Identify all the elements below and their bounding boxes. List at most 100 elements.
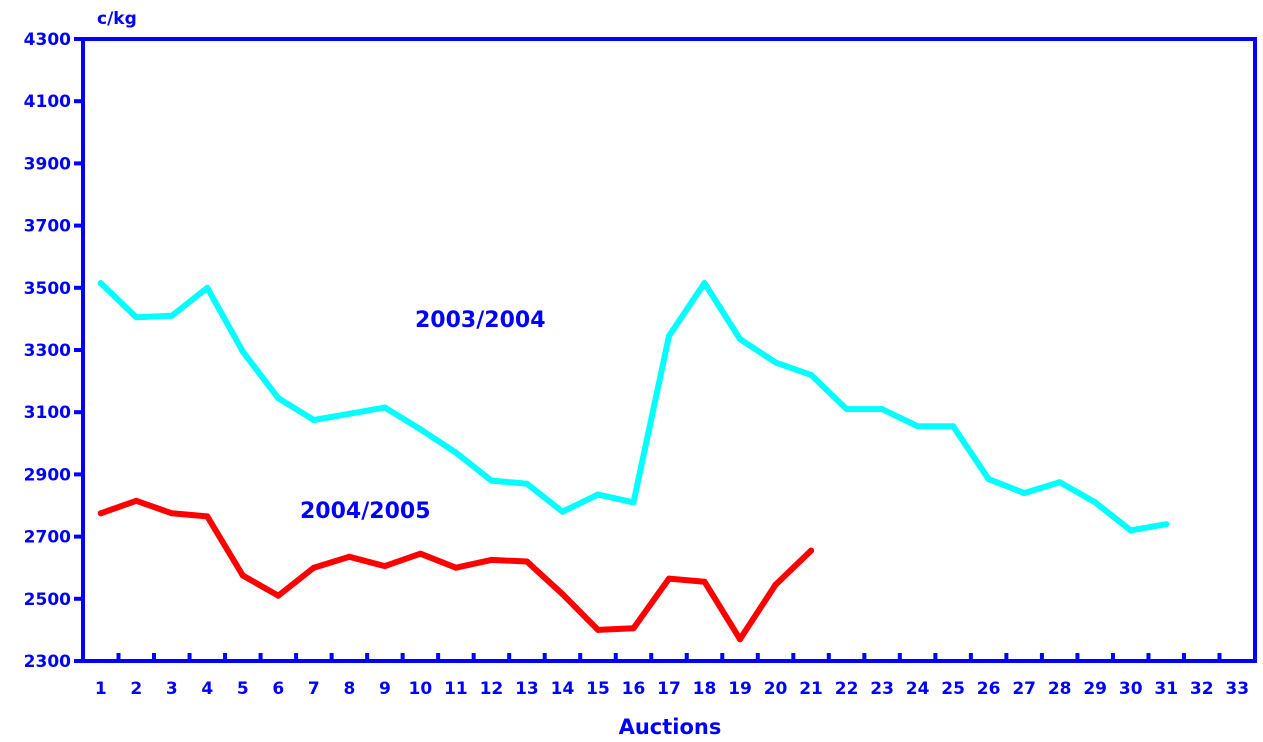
y-axis: 2300 2500 2700 2900 3100 3300 3500 3700 3900 4100… — [24, 30, 83, 672]
x-tick-label: 2 — [130, 679, 142, 699]
data-point — [275, 592, 282, 599]
data-point — [701, 280, 708, 287]
data-point — [630, 625, 637, 632]
data-point — [595, 626, 601, 633]
series-lines — [97, 280, 1170, 643]
y-tick-label: 3900 — [24, 154, 71, 174]
x-tick-label: 29 — [1083, 679, 1107, 699]
x-tick-label: 15 — [586, 679, 610, 699]
x-tick-label: 6 — [272, 679, 284, 699]
x-tick-label: 14 — [551, 679, 575, 699]
data-point — [381, 404, 388, 411]
data-point — [1092, 499, 1099, 506]
data-point — [559, 591, 566, 598]
data-point — [452, 564, 459, 571]
data-point — [843, 406, 850, 413]
x-tick-label: 17 — [657, 679, 681, 699]
x-tick-label: 19 — [728, 679, 752, 699]
data-point — [737, 336, 743, 343]
x-tick-label: 4 — [201, 679, 213, 699]
x-tick-label: 16 — [622, 679, 646, 699]
x-tick-label: 30 — [1119, 679, 1143, 699]
x-tick-label: 27 — [1012, 679, 1036, 699]
x-tick-label: 21 — [799, 679, 823, 699]
data-point — [168, 312, 175, 319]
x-tick-label: 20 — [764, 679, 788, 699]
x-tick-label: 1 — [95, 679, 107, 699]
x-tick-label: 23 — [870, 679, 894, 699]
data-point — [168, 510, 175, 517]
x-tick-label: 13 — [515, 679, 539, 699]
x-tick-label: 7 — [308, 679, 320, 699]
data-point — [1163, 521, 1170, 528]
data-point — [97, 510, 104, 517]
x-tick-label: 31 — [1154, 679, 1178, 699]
data-point — [808, 547, 815, 554]
series-label-2003-2004: 2003/2004 — [415, 308, 546, 333]
data-point — [595, 491, 601, 498]
data-point — [133, 497, 140, 504]
x-tick-label: 9 — [379, 679, 391, 699]
data-point — [950, 423, 957, 430]
x-tick-label: 18 — [693, 679, 717, 699]
data-point — [1127, 527, 1134, 534]
data-point — [772, 359, 779, 366]
y-tick-label: 2300 — [24, 652, 71, 672]
data-point — [310, 564, 317, 571]
x-tick-label: 32 — [1190, 679, 1214, 699]
y-tick-label: 2900 — [24, 465, 71, 485]
data-point — [879, 406, 886, 413]
x-tick-label: 26 — [977, 679, 1001, 699]
data-point — [346, 553, 353, 560]
x-axis: 1 2 3 4 5 6 7 8 9 10 11 12 13 14 15 16 17 18 19 20 21 22 23 24 2… — [95, 653, 1249, 699]
x-axis-title: Auctions — [619, 715, 722, 739]
x-tick-label: 33 — [1225, 679, 1249, 699]
data-point — [523, 480, 530, 487]
data-point — [666, 575, 672, 582]
x-tick-label: 8 — [343, 679, 355, 699]
data-point — [204, 284, 211, 291]
data-point — [701, 578, 708, 585]
data-point — [417, 426, 424, 433]
data-point — [630, 499, 637, 506]
x-tick-label: 28 — [1048, 679, 1072, 699]
data-point — [452, 449, 459, 456]
data-point — [914, 423, 921, 430]
data-point — [204, 513, 211, 520]
data-point — [737, 636, 743, 643]
y-tick-label: 2700 — [24, 528, 71, 548]
data-point — [239, 348, 246, 355]
y-tick-label: 4100 — [24, 92, 71, 112]
data-point — [666, 333, 672, 339]
y-unit-label: c/kg — [97, 9, 137, 29]
data-point — [808, 371, 815, 378]
x-tick-label: 25 — [941, 679, 965, 699]
data-point — [239, 572, 246, 579]
x-tick-label: 22 — [835, 679, 859, 699]
x-tick-label: 12 — [480, 679, 504, 699]
x-tick-label: 10 — [409, 679, 433, 699]
data-point — [381, 563, 388, 570]
y-tick-label: 3700 — [24, 217, 71, 237]
data-point — [772, 581, 779, 588]
data-point — [488, 477, 495, 484]
data-point — [1056, 479, 1063, 486]
data-point — [985, 476, 992, 483]
series-line-2003-2004 — [97, 280, 1170, 534]
data-point — [523, 558, 530, 565]
x-tick-label: 5 — [237, 679, 249, 699]
x-tick-label: 24 — [906, 679, 930, 699]
data-point — [133, 314, 140, 321]
x-tick-label: 3 — [166, 679, 178, 699]
data-point — [275, 395, 282, 402]
data-point — [1021, 490, 1028, 497]
data-point — [97, 280, 104, 287]
data-point — [310, 417, 317, 423]
x-tick-label: 11 — [444, 679, 468, 699]
y-tick-label: 2500 — [24, 590, 71, 610]
y-tick-label: 4300 — [24, 30, 71, 50]
data-point — [346, 410, 353, 417]
y-tick-label: 3500 — [24, 279, 71, 299]
